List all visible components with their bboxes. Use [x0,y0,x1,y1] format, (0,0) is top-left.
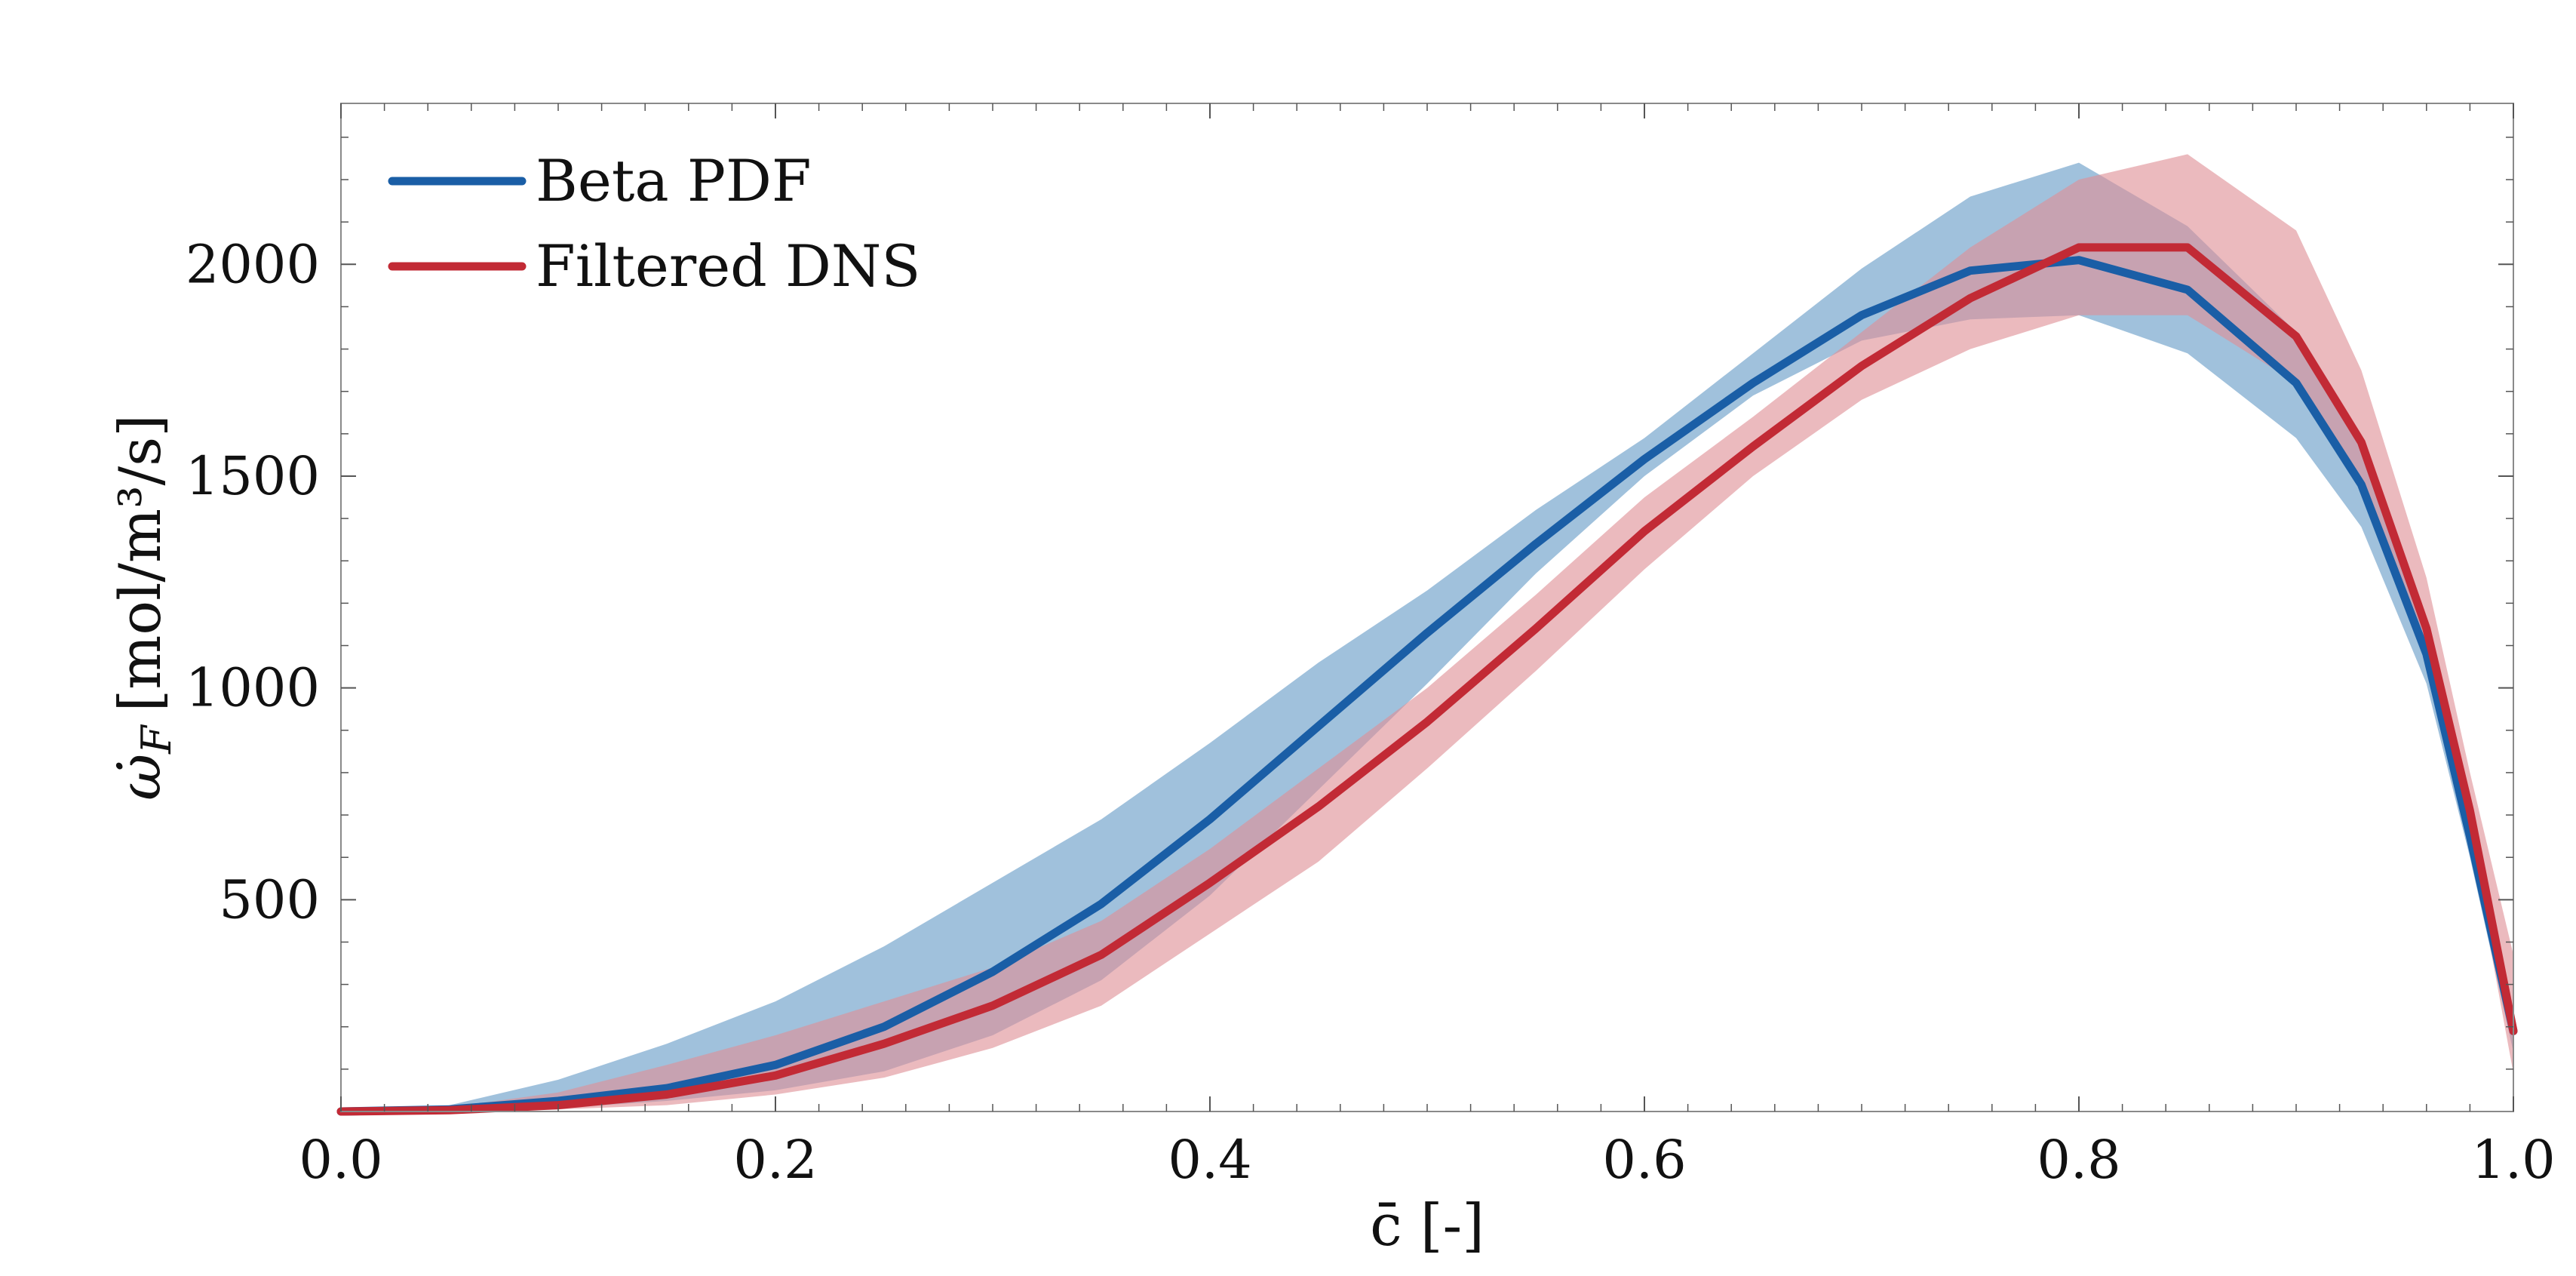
y-tick-label: 1500 [186,445,320,507]
legend: Beta PDF Filtered DNS [388,147,920,300]
y-axis-label-symbol: ω̇ [106,754,173,801]
y-axis-label-units: [mol/m³/s] [106,414,173,712]
x-tick-label: 0.4 [1168,1129,1251,1191]
x-tick-label: 0.8 [2037,1129,2120,1191]
y-axis-label-subscript: F [133,724,180,755]
y-tick-label: 2000 [186,233,320,295]
line-beta-pdf [336,256,2518,1116]
series-lines [336,243,2518,1116]
legend-label-beta-pdf: Beta PDF [536,147,812,214]
x-axis-label: c̄ [-] [1370,1191,1485,1259]
x-tick-label: 1.0 [2471,1129,2555,1191]
y-tick-labels: 500 1000 1500 2000 [186,233,320,930]
x-tick-label: 0.6 [1602,1129,1686,1191]
x-tick-label: 0.2 [733,1129,817,1191]
axis-ticks [340,103,2514,1112]
y-tick-label: 1000 [186,657,320,719]
y-tick-label: 500 [219,869,320,930]
x-tick-label: 0.0 [299,1129,382,1191]
line-filtered-dns [336,243,2518,1116]
band-filtered-dns [341,154,2513,1112]
legend-label-filtered-dns: Filtered DNS [536,232,920,300]
y-axis-label: ω̇F [mol/m³/s] [106,414,180,801]
x-tick-labels: 0.0 0.2 0.4 0.6 0.8 1.0 [299,1129,2555,1191]
